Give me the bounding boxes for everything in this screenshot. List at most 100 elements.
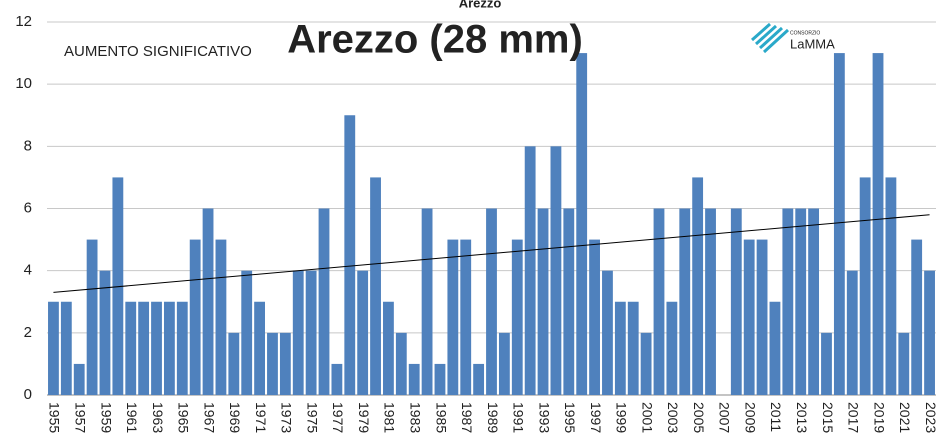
x-tick-label: 1963	[150, 402, 166, 433]
x-tick-label: 2003	[665, 402, 681, 433]
bar	[846, 270, 858, 395]
bar	[486, 208, 497, 395]
bar	[511, 239, 523, 395]
bar	[911, 239, 923, 395]
bar	[86, 239, 98, 395]
logo: CONSORZIO LaMMA	[751, 22, 835, 54]
x-tick-label: 1971	[253, 402, 269, 433]
bar	[550, 146, 562, 395]
bar	[241, 270, 253, 395]
x-tick-label: 1983	[407, 402, 423, 433]
x-tick-label: 2015	[820, 402, 836, 433]
bar	[705, 208, 716, 395]
bar	[769, 301, 781, 395]
x-tick-label: 1967	[201, 402, 217, 433]
bar	[357, 270, 369, 395]
bar	[602, 270, 613, 395]
bar	[125, 301, 137, 395]
y-tick-label: 2	[24, 324, 32, 341]
x-tick-label: 2007	[717, 402, 733, 433]
bar	[202, 208, 214, 395]
bar	[756, 239, 768, 395]
y-tick-label: 0	[24, 386, 32, 403]
bar	[421, 208, 433, 395]
bar	[267, 332, 278, 395]
x-tick-label: 1991	[511, 402, 527, 433]
bar	[730, 208, 742, 395]
bar	[782, 208, 794, 395]
bar	[151, 301, 162, 395]
x-tick-label: 2021	[897, 402, 913, 433]
bar	[473, 363, 485, 395]
x-tick-label: 1977	[330, 402, 346, 433]
bar	[589, 239, 600, 395]
annotation: AUMENTO SIGNIFICATIVO	[64, 43, 252, 60]
overlay-title: Arezzo (28 mm)	[287, 18, 583, 62]
logo-text: LaMMA	[790, 36, 835, 51]
bar	[344, 115, 356, 395]
x-tick-label: 2011	[768, 402, 784, 432]
y-tick-label: 4	[24, 262, 32, 279]
chart-title: Arezzo	[459, 0, 502, 10]
x-tick-label: 1987	[459, 402, 475, 433]
bar	[189, 239, 201, 395]
x-tick-label: 1981	[382, 402, 398, 433]
x-tick-label: 1975	[304, 402, 320, 433]
bar	[370, 177, 381, 395]
x-tick-label: 2023	[923, 402, 939, 433]
bar	[215, 239, 227, 395]
bar	[331, 363, 343, 395]
bar	[138, 301, 150, 395]
bar	[48, 301, 59, 395]
x-tick-label: 1989	[485, 402, 501, 433]
x-tick-label: 2005	[691, 402, 707, 433]
x-tick-label: 2001	[639, 402, 655, 433]
x-tick-label: 1995	[562, 402, 578, 433]
x-tick-label: 2019	[871, 402, 887, 433]
bar	[498, 332, 510, 395]
bar	[627, 301, 639, 395]
logo-stripes	[751, 22, 790, 54]
x-tick-label: 1961	[124, 402, 140, 433]
bar	[808, 208, 820, 395]
bar	[614, 301, 626, 395]
trend-line	[53, 214, 930, 293]
bar	[292, 270, 304, 395]
x-tick-label: 1969	[227, 402, 243, 433]
bar	[434, 363, 446, 395]
x-tick-label: 1955	[47, 402, 63, 433]
bar	[640, 332, 652, 395]
y-tick-label: 12	[15, 13, 32, 30]
bar	[176, 301, 188, 395]
bar	[447, 239, 459, 395]
bar	[859, 177, 871, 395]
bar	[795, 208, 807, 395]
x-tick-label: 1973	[279, 402, 295, 433]
x-tick-label: 1959	[98, 402, 114, 433]
bar	[524, 146, 536, 395]
bar	[460, 239, 472, 395]
bar	[228, 332, 240, 395]
bar	[666, 301, 678, 395]
bar	[537, 208, 549, 395]
bar	[279, 332, 291, 395]
bar	[163, 301, 175, 395]
bar	[73, 363, 85, 395]
bar	[254, 301, 265, 395]
bar	[99, 270, 111, 395]
x-tick-label: 1965	[176, 402, 192, 433]
bar	[924, 270, 935, 395]
x-tick-label: 1997	[588, 402, 604, 433]
bar	[872, 53, 884, 395]
logo-small: CONSORZIO	[790, 30, 820, 36]
bar	[692, 177, 704, 395]
bar	[821, 332, 832, 395]
y-tick-label: 6	[24, 199, 32, 216]
y-tick-label: 8	[24, 137, 32, 154]
y-tick-label: 10	[15, 75, 32, 92]
x-tick-label: 1999	[614, 402, 630, 433]
bar	[395, 332, 407, 395]
x-tick-label: 1993	[536, 402, 552, 433]
bar	[576, 53, 588, 395]
